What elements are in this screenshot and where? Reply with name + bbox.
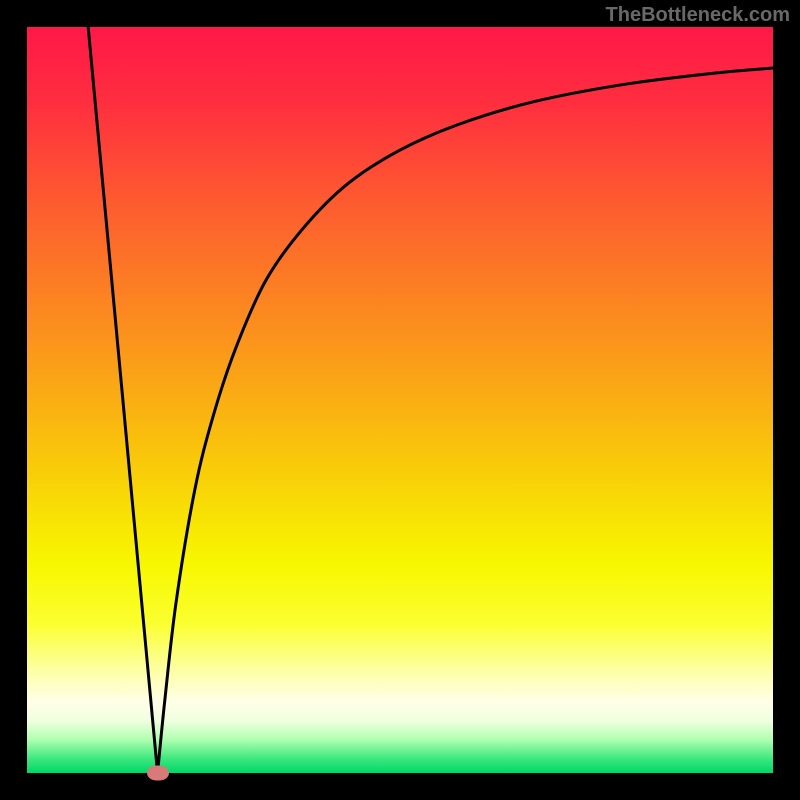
- plot-area: [27, 27, 773, 773]
- chart-container: TheBottleneck.com: [0, 0, 800, 800]
- bottleneck-curve: [27, 27, 773, 773]
- watermark-text: TheBottleneck.com: [606, 4, 790, 27]
- minimum-marker: [147, 766, 169, 781]
